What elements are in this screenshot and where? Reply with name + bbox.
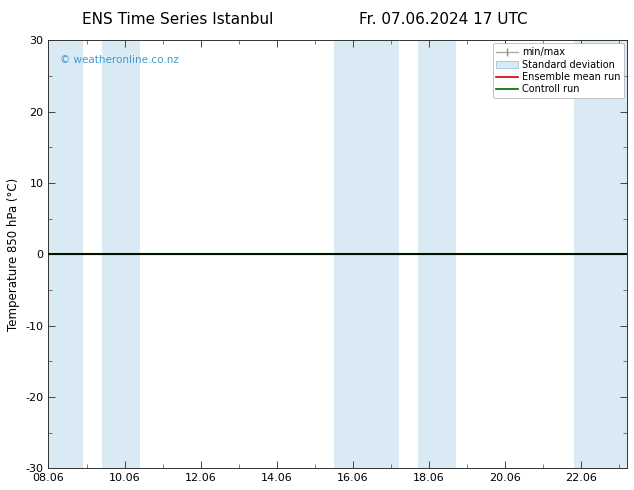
Bar — [48, 40, 83, 468]
Bar — [102, 40, 140, 468]
Text: Fr. 07.06.2024 17 UTC: Fr. 07.06.2024 17 UTC — [359, 12, 528, 27]
Legend: min/max, Standard deviation, Ensemble mean run, Controll run: min/max, Standard deviation, Ensemble me… — [493, 43, 624, 98]
Text: © weatheronline.co.nz: © weatheronline.co.nz — [60, 55, 179, 65]
Y-axis label: Temperature 850 hPa (°C): Temperature 850 hPa (°C) — [7, 178, 20, 331]
Text: ENS Time Series Istanbul: ENS Time Series Istanbul — [82, 12, 273, 27]
Bar — [418, 40, 456, 468]
Bar — [334, 40, 399, 468]
Bar — [574, 40, 627, 468]
